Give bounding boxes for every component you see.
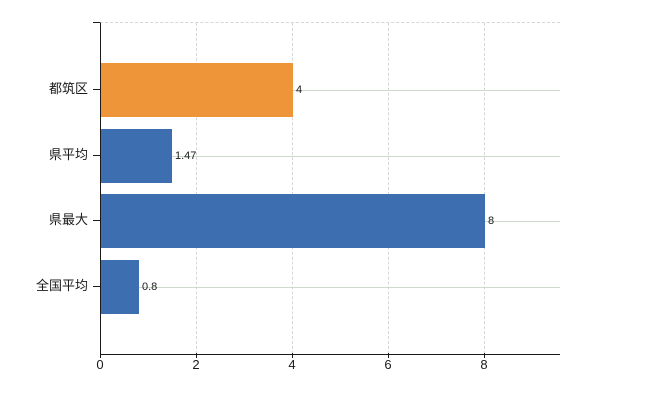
bar-default xyxy=(101,260,139,314)
y-axis-tick xyxy=(93,89,100,90)
x-axis-tick xyxy=(100,353,101,358)
x-axis-tick-label: 8 xyxy=(480,357,488,372)
x-axis-tick xyxy=(292,353,293,358)
x-axis-tick-label: 6 xyxy=(384,357,392,372)
x-axis-tick-label: 2 xyxy=(192,357,200,372)
bar-value-label: 8 xyxy=(488,215,495,227)
vertical-gridline xyxy=(388,23,389,354)
bar-value-label: 0.8 xyxy=(142,281,158,293)
vertical-gridline xyxy=(484,23,485,354)
category-label: 全国平均 xyxy=(35,278,88,293)
bar-value-label: 1.47 xyxy=(175,150,197,162)
x-axis-tick xyxy=(388,353,389,358)
category-label: 都筑区 xyxy=(48,81,88,96)
y-axis-top-tick xyxy=(93,22,100,23)
plot-area: 4 1.47 8 0.8 xyxy=(100,22,560,355)
x-axis-tick xyxy=(196,353,197,358)
y-axis-tick xyxy=(93,155,100,156)
vertical-gridline xyxy=(292,23,293,354)
vertical-gridline xyxy=(196,23,197,354)
category-label: 県最大 xyxy=(48,212,88,227)
x-axis-tick-label: 4 xyxy=(288,357,296,372)
category-label: 県平均 xyxy=(48,147,88,162)
x-axis-tick-label: 0 xyxy=(96,357,104,372)
bar-default xyxy=(101,129,172,183)
bar-highlight xyxy=(101,63,293,117)
bar-value-label: 4 xyxy=(296,84,303,96)
bar-default xyxy=(101,194,485,248)
x-axis-tick xyxy=(484,353,485,358)
y-axis-tick xyxy=(93,286,100,287)
horizontal-gridline xyxy=(101,286,560,288)
y-axis-tick xyxy=(93,220,100,221)
horizontal-gridline xyxy=(101,90,560,91)
horizontal-gridline xyxy=(101,155,560,157)
